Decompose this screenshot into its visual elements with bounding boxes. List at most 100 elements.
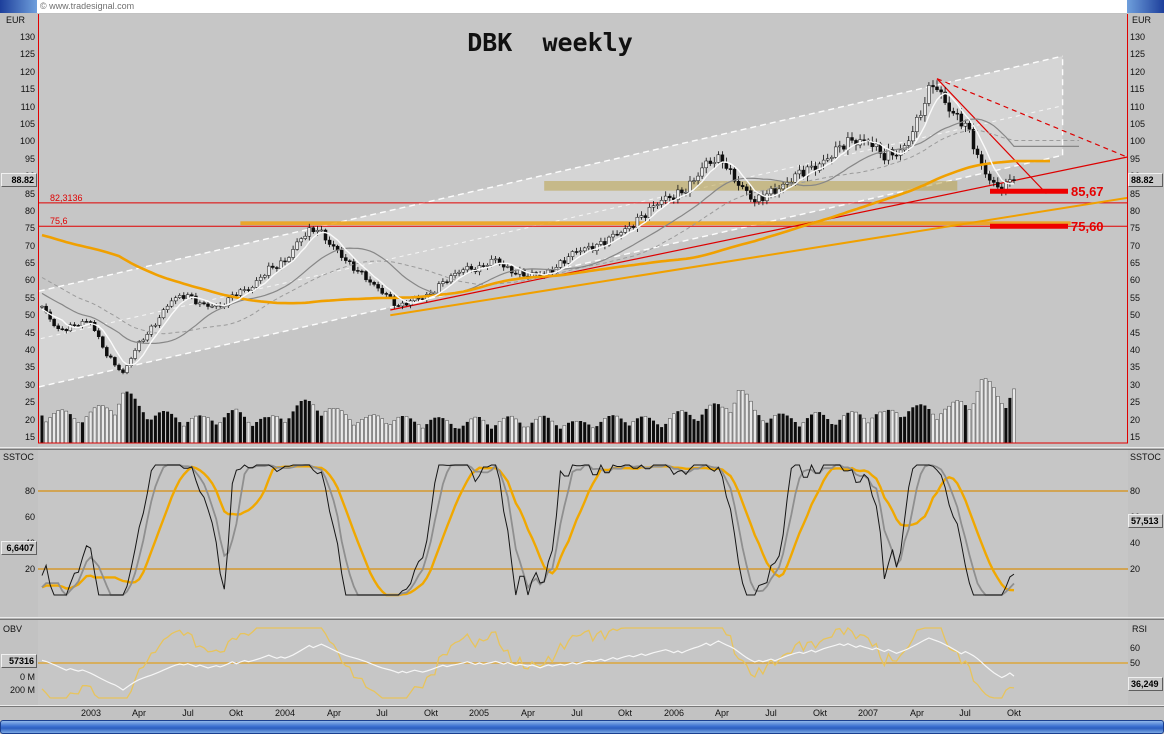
obv-value-box: 57316: [1, 654, 37, 668]
axis-tick-label: 20: [1130, 414, 1141, 425]
axis-tick-label: 30: [24, 379, 35, 390]
time-axis-label: Apr: [714, 708, 730, 718]
axis-tick-label: 60: [24, 512, 35, 522]
axis-tick-label: 15: [1130, 432, 1141, 442]
axis-tick-label: 60: [24, 275, 35, 286]
axis-tick-label: 20: [1130, 564, 1141, 574]
sstoc-value-box-right: 57,513: [1128, 514, 1163, 528]
axis-tick-label: 200 M: [9, 685, 35, 695]
time-axis-label: Okt: [1006, 708, 1022, 718]
time-axis-label: Okt: [423, 708, 439, 718]
axis-tick-label: 125: [1130, 49, 1146, 60]
time-axis-label: Okt: [228, 708, 244, 718]
chart-title: DBK weekly: [467, 28, 633, 57]
axis-tick-label: 80: [24, 205, 35, 216]
top-strip: [0, 0, 1164, 13]
axis-tick-label: 100: [1130, 136, 1146, 147]
panel-separator-3: [0, 705, 1164, 707]
axis-tick-label: 80: [24, 486, 35, 496]
price-marker-label-85: 85,67: [1071, 184, 1104, 199]
time-axis-label: Jul: [376, 708, 388, 718]
axis-tick-label: 75: [24, 223, 35, 234]
axis-tick-label: 45: [24, 327, 35, 338]
axis-tick-label: 40: [1130, 345, 1141, 356]
obv-axis-label: OBV: [3, 624, 23, 634]
price-axis-unit-right: EUR: [1132, 15, 1152, 25]
axis-tick-label: 20: [24, 564, 35, 574]
axis-tick-label: 40: [24, 345, 35, 356]
time-axis-label: Apr: [909, 708, 925, 718]
axis-tick-label: 55: [24, 292, 35, 303]
axis-tick-label: 30: [1130, 379, 1141, 390]
axis-tick-label: 105: [19, 118, 35, 129]
axis-tick-label: 50: [1130, 658, 1141, 668]
axis-tick-label: 35: [1130, 362, 1141, 373]
axis-tick-label: 15: [24, 432, 35, 442]
top-right-corner-decoration: [1127, 0, 1164, 13]
axis-tick-label: 40: [1130, 538, 1141, 548]
axis-tick-label: 20: [24, 414, 35, 425]
axis-tick-label: 130: [1130, 32, 1146, 42]
axis-tick-label: 0 M: [19, 672, 35, 682]
axis-tick-label: 45: [1130, 327, 1141, 338]
time-axis-label: Okt: [812, 708, 828, 718]
time-axis-label: 2003: [80, 708, 102, 718]
axis-tick-label: 80: [1130, 205, 1141, 216]
hline-label-82: 82,3136: [50, 193, 83, 203]
last-price-box-left: 88.82: [1, 173, 37, 187]
rsi-axis-label: RSI: [1132, 624, 1148, 634]
axis-tick-label: 95: [24, 153, 35, 164]
panel-separator-1: [0, 447, 1164, 450]
rsi-value-box: 36,249: [1128, 677, 1163, 691]
time-axis-label: Okt: [617, 708, 633, 718]
axis-tick-label: 65: [1130, 258, 1141, 269]
top-left-corner-decoration: [0, 0, 37, 13]
time-axis-label: 2007: [857, 708, 879, 718]
price-axis-unit-left: EUR: [6, 15, 26, 25]
time-axis-label: Apr: [131, 708, 147, 718]
time-axis-label: Apr: [326, 708, 342, 718]
time-axis-label: Jul: [182, 708, 194, 718]
axis-tick-label: 130: [19, 32, 35, 42]
stochastic-chart: [38, 450, 1128, 617]
time-axis-label: 2004: [274, 708, 296, 718]
time-axis-label: Jul: [571, 708, 583, 718]
axis-tick-label: 65: [24, 258, 35, 269]
axis-tick-label: 100: [19, 136, 35, 147]
axis-tick-label: 95: [1130, 153, 1141, 164]
axis-tick-label: 120: [19, 66, 35, 77]
time-axis-label: Jul: [765, 708, 777, 718]
price-chart: [38, 14, 1128, 447]
last-price-box-right: 88.82: [1128, 173, 1163, 187]
axis-tick-label: 50: [24, 310, 35, 321]
obv-rsi-chart: [38, 620, 1128, 705]
axis-tick-label: 70: [24, 240, 35, 251]
axis-tick-label: 70: [1130, 240, 1141, 251]
axis-tick-label: 105: [1130, 118, 1146, 129]
axis-tick-label: 60: [1130, 643, 1141, 653]
sstoc-axis-label-left: SSTOC: [3, 452, 34, 462]
axis-tick-label: 115: [1130, 84, 1145, 95]
panel-separator-2: [0, 617, 1164, 620]
axis-tick-label: 75: [1130, 223, 1141, 234]
time-axis-label: Apr: [520, 708, 536, 718]
axis-tick-label: 60: [1130, 275, 1141, 286]
axis-tick-label: 120: [1130, 66, 1146, 77]
copyright-text: © www.tradesignal.com: [40, 1, 135, 11]
axis-tick-label: 25: [24, 397, 35, 408]
axis-tick-label: 35: [24, 362, 35, 373]
axis-tick-label: 55: [1130, 292, 1141, 303]
axis-tick-label: 85: [1130, 188, 1141, 199]
axis-tick-label: 25: [1130, 397, 1141, 408]
axis-tick-label: 50: [1130, 310, 1141, 321]
axis-tick-label: 110: [1130, 101, 1145, 112]
axis-tick-label: 80: [1130, 486, 1141, 496]
time-axis-label: Jul: [959, 708, 971, 718]
time-axis-label: 2005: [468, 708, 490, 718]
horizontal-scrollbar[interactable]: [0, 720, 1164, 734]
sstoc-axis-label-right: SSTOC: [1130, 452, 1161, 462]
axis-tick-label: 110: [20, 101, 35, 112]
axis-tick-label: 85: [24, 188, 35, 199]
axis-tick-label: 125: [19, 49, 35, 60]
